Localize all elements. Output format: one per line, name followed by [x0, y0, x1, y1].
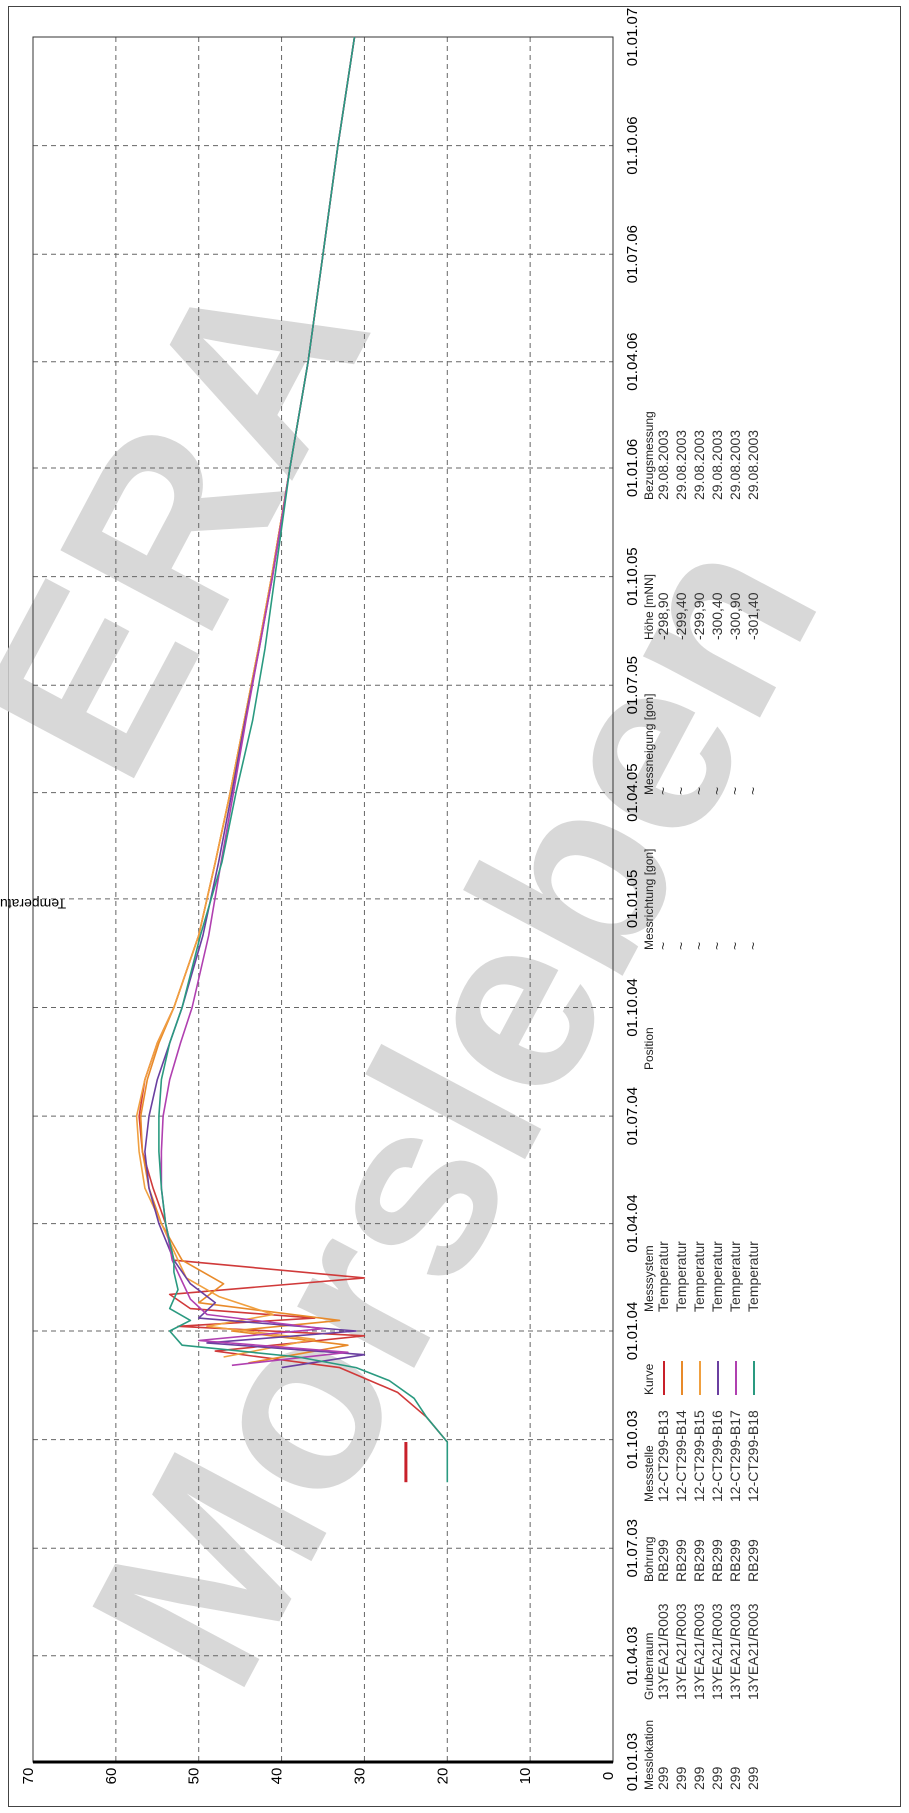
x-tick-label: 01.10.06	[624, 116, 641, 174]
legend-cell-messrichtung: ~	[745, 942, 761, 950]
legend-cell-grubenraum: 13YEA21/R003	[745, 1603, 761, 1700]
legend-cell-grubenraum: 13YEA21/R003	[727, 1603, 743, 1700]
legend-cell-hoehe: -300,40	[709, 592, 725, 640]
x-tick-label: 01.04.05	[624, 763, 641, 821]
x-tick-label: 01.01.05	[624, 870, 641, 928]
x-tick-label: 01.04.03	[624, 1627, 641, 1685]
legend-header-bohrung: Bohrung	[642, 1537, 656, 1582]
legend-header-messstelle: Messstelle	[642, 1445, 656, 1502]
x-tick-label: 01.07.06	[624, 225, 641, 283]
legend-header-grubenraum: Grubenraum	[642, 1633, 656, 1700]
x-tick-label: 01.10.04	[624, 978, 641, 1036]
x-tick-label: 01.10.03	[624, 1410, 641, 1468]
legend-cell-messstelle: 12-CT299-B18	[745, 1410, 761, 1502]
legend-header-bezugsmessung: Bezugsmessung	[642, 411, 656, 500]
legend-cell-messlokation: 299	[673, 1766, 689, 1790]
legend-table: Messlokation Grubenraum Bohrung Messstelle K…	[642, 411, 761, 1790]
legend-cell-hoehe: -299,90	[691, 592, 707, 640]
legend-cell-messrichtung: ~	[709, 942, 725, 950]
legend-cell-messrichtung: ~	[691, 942, 707, 950]
legend-header-position: Position	[642, 1027, 656, 1070]
legend-cell-messneigung: ~	[673, 787, 689, 795]
legend-cell-bezugsmessung: 29.08.2003	[673, 430, 689, 500]
legend-cell-grubenraum: 13YEA21/R003	[691, 1603, 707, 1700]
legend-cell-messsystem: Temperatur	[673, 1241, 689, 1312]
legend-header-messneigung: Messneigung [gon]	[642, 694, 656, 795]
legend-header-messlokation: Messlokation	[642, 1720, 656, 1790]
legend-cell-messlokation: 299	[745, 1766, 761, 1790]
legend-cell-bezugsmessung: 29.08.2003	[655, 430, 671, 500]
y-tick-label: 20	[434, 1768, 451, 1785]
chart-frame	[8, 6, 901, 1807]
legend-header-messrichtung: Messrichtung [gon]	[642, 849, 656, 950]
legend-cell-messrichtung: ~	[673, 942, 689, 950]
legend-cell-messsystem: Temperatur	[691, 1241, 707, 1312]
legend-cell-messrichtung: ~	[655, 942, 671, 950]
legend-cell-messsystem: Temperatur	[745, 1241, 761, 1312]
legend-cell-messlokation: 299	[655, 1766, 671, 1790]
x-axis-ticks: 01.01.03 01.04.03 01.07.03 01.10.03 01.01.04…	[624, 8, 641, 1791]
legend-header-messsystem: Messsystem	[642, 1245, 656, 1312]
legend-cell-bezugsmessung: 29.08.2003	[691, 430, 707, 500]
legend-cell-messneigung: ~	[655, 787, 671, 795]
legend-cell-messlokation: 299	[727, 1766, 743, 1790]
legend-cell-messstelle: 12-CT299-B14	[673, 1410, 689, 1502]
x-tick-label: 01.01.03	[624, 1733, 641, 1791]
x-tick-label: 01.01.07	[624, 8, 641, 66]
legend-cell-messneigung: ~	[709, 787, 725, 795]
x-tick-label: 01.04.06	[624, 332, 641, 390]
legend-cell-bohrung: RB299	[655, 1539, 671, 1582]
x-tick-label: 01.10.05	[624, 547, 641, 605]
y-tick-label: 10	[517, 1768, 534, 1785]
legend-cell-hoehe: -301,40	[745, 592, 761, 640]
legend-header-hoehe: Höhe [mNN]	[642, 574, 656, 640]
legend-cell-messstelle: 12-CT299-B13	[655, 1410, 671, 1502]
legend-cell-messneigung: ~	[745, 787, 761, 795]
legend-cell-bohrung: RB299	[709, 1539, 725, 1582]
x-tick-label: 01.07.05	[624, 656, 641, 714]
legend-cell-bohrung: RB299	[745, 1539, 761, 1582]
legend-cell-bezugsmessung: 29.08.2003	[745, 430, 761, 500]
y-tick-label: 0	[600, 1772, 617, 1780]
watermark-line1: ERA	[0, 221, 421, 818]
x-tick-label: 01.01.04	[624, 1302, 641, 1360]
legend-cell-messsystem: Temperatur	[655, 1241, 671, 1312]
legend-cell-messneigung: ~	[727, 787, 743, 795]
series-line	[158, 36, 449, 1483]
legend-cell-messlokation: 299	[709, 1766, 725, 1790]
legend-cell-messstelle: 12-CT299-B15	[691, 1410, 707, 1502]
legend-cell-bohrung: RB299	[673, 1539, 689, 1582]
legend-cell-messsystem: Temperatur	[727, 1241, 743, 1312]
legend-cell-hoehe: -300,90	[727, 592, 743, 640]
legend-cell-hoehe: -299,40	[673, 592, 689, 640]
y-axis-label: Temperatur [°C]	[0, 896, 66, 912]
legend-cell-messlokation: 299	[691, 1766, 707, 1790]
y-tick-label: 50	[186, 1768, 203, 1785]
legend-cell-grubenraum: 13YEA21/R003	[709, 1603, 725, 1700]
series-lines	[135, 36, 449, 1483]
x-tick-label: 01.07.04	[624, 1087, 641, 1145]
legend-cell-messstelle: 12-CT299-B16	[709, 1410, 725, 1502]
legend-cell-hoehe: -298,90	[655, 592, 671, 640]
y-tick-label: 70	[20, 1768, 37, 1785]
legend-cell-messstelle: 12-CT299-B17	[727, 1410, 743, 1502]
legend-cell-messrichtung: ~	[727, 942, 743, 950]
y-tick-label: 30	[351, 1768, 368, 1785]
x-tick-label: 01.07.03	[624, 1519, 641, 1577]
legend-cell-bohrung: RB299	[727, 1539, 743, 1582]
x-tick-label: 01.01.06	[624, 439, 641, 497]
legend-header-kurve: Kurve	[642, 1363, 656, 1395]
y-tick-label: 40	[269, 1768, 286, 1785]
y-axis-ticks: 0 10 20 30 40 50 60 70	[20, 1768, 617, 1785]
legend-cell-bezugsmessung: 29.08.2003	[727, 430, 743, 500]
x-tick-label: 01.04.04	[624, 1194, 641, 1252]
legend-cell-grubenraum: 13YEA21/R003	[655, 1603, 671, 1700]
legend-cell-messneigung: ~	[691, 787, 707, 795]
legend-cell-bohrung: RB299	[691, 1539, 707, 1582]
legend-cell-grubenraum: 13YEA21/R003	[673, 1603, 689, 1700]
y-tick-label: 60	[103, 1768, 120, 1785]
legend-cell-messsystem: Temperatur	[709, 1241, 725, 1312]
legend-cell-bezugsmessung: 29.08.2003	[709, 430, 725, 500]
